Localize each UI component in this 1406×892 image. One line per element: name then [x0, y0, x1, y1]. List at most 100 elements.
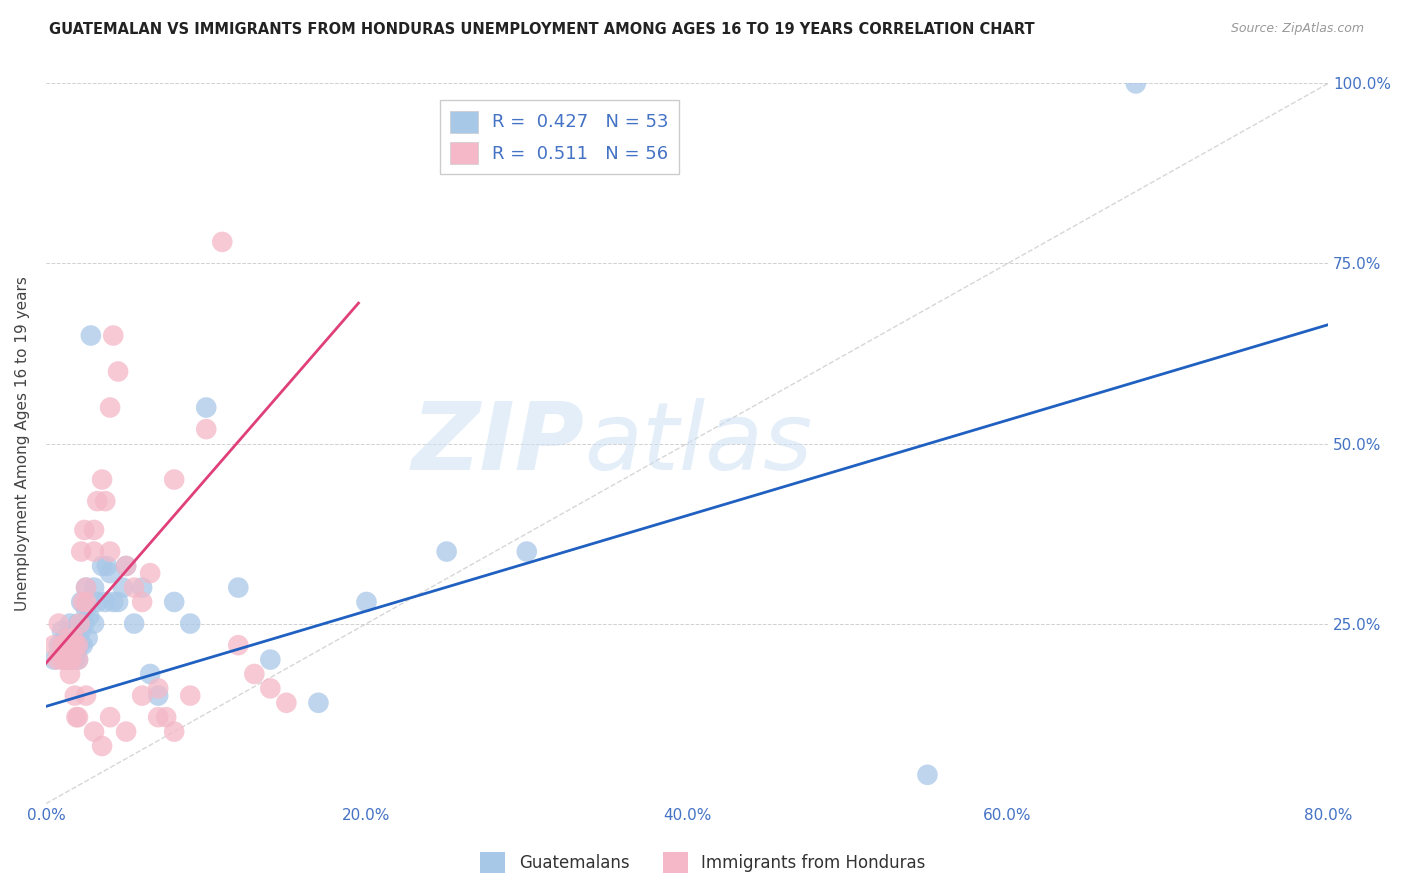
Point — [94, 595, 117, 609]
Point — [77, 609, 100, 624]
Point — [103, 328, 125, 343]
Point — [146, 689, 169, 703]
Point — [59, 652, 82, 666]
Point — [139, 566, 162, 581]
Point — [226, 638, 249, 652]
Point — [131, 581, 153, 595]
Point — [163, 724, 186, 739]
Point — [76, 631, 98, 645]
Point — [62, 638, 84, 652]
Point — [259, 681, 281, 696]
Legend: Guatemalans, Immigrants from Honduras: Guatemalans, Immigrants from Honduras — [474, 846, 932, 880]
Point — [98, 544, 121, 558]
Point — [163, 473, 186, 487]
Point — [51, 652, 73, 666]
Point — [91, 473, 114, 487]
Point — [83, 581, 105, 595]
Point — [56, 638, 79, 652]
Point — [163, 595, 186, 609]
Text: Source: ZipAtlas.com: Source: ZipAtlas.com — [1230, 22, 1364, 36]
Point — [436, 544, 458, 558]
Text: GUATEMALAN VS IMMIGRANTS FROM HONDURAS UNEMPLOYMENT AMONG AGES 16 TO 19 YEARS CO: GUATEMALAN VS IMMIGRANTS FROM HONDURAS U… — [49, 22, 1035, 37]
Text: ZIP: ZIP — [412, 398, 585, 490]
Point — [307, 696, 329, 710]
Point — [69, 638, 91, 652]
Point — [179, 689, 201, 703]
Point — [75, 581, 97, 595]
Point — [80, 328, 103, 343]
Point — [65, 710, 87, 724]
Y-axis label: Unemployment Among Ages 16 to 19 years: Unemployment Among Ages 16 to 19 years — [15, 277, 30, 611]
Point — [59, 667, 82, 681]
Point — [58, 631, 80, 645]
Point — [211, 235, 233, 249]
Point — [98, 710, 121, 724]
Point — [96, 558, 118, 573]
Point — [139, 667, 162, 681]
Point — [53, 652, 76, 666]
Point — [195, 422, 218, 436]
Point — [66, 631, 89, 645]
Point — [53, 652, 76, 666]
Point — [86, 595, 108, 609]
Point — [103, 595, 125, 609]
Point — [72, 595, 94, 609]
Point — [516, 544, 538, 558]
Point — [66, 638, 89, 652]
Point — [243, 667, 266, 681]
Point — [62, 631, 84, 645]
Point — [131, 689, 153, 703]
Point — [146, 681, 169, 696]
Point — [115, 558, 138, 573]
Point — [51, 638, 73, 652]
Point — [91, 558, 114, 573]
Point — [86, 494, 108, 508]
Point — [75, 602, 97, 616]
Point — [65, 645, 87, 659]
Point — [98, 401, 121, 415]
Point — [259, 652, 281, 666]
Point — [70, 624, 93, 638]
Point — [66, 710, 89, 724]
Point — [75, 689, 97, 703]
Point — [122, 616, 145, 631]
Point — [63, 638, 86, 652]
Point — [60, 652, 83, 666]
Point — [91, 739, 114, 753]
Point — [111, 581, 134, 595]
Point — [75, 581, 97, 595]
Point — [94, 494, 117, 508]
Point — [70, 595, 93, 609]
Point — [98, 566, 121, 581]
Point — [73, 523, 96, 537]
Point — [75, 595, 97, 609]
Point — [56, 638, 79, 652]
Point — [53, 631, 76, 645]
Point — [131, 595, 153, 609]
Point — [63, 689, 86, 703]
Point — [195, 401, 218, 415]
Point — [276, 696, 298, 710]
Point — [73, 616, 96, 631]
Point — [107, 364, 129, 378]
Point — [59, 616, 82, 631]
Point — [66, 652, 89, 666]
Point — [356, 595, 378, 609]
Point — [146, 710, 169, 724]
Point — [66, 616, 89, 631]
Point — [48, 616, 70, 631]
Text: atlas: atlas — [585, 398, 813, 489]
Point — [69, 616, 91, 631]
Point — [63, 624, 86, 638]
Point — [155, 710, 177, 724]
Point — [70, 544, 93, 558]
Point — [115, 724, 138, 739]
Point — [83, 523, 105, 537]
Point — [59, 645, 82, 659]
Point — [66, 652, 89, 666]
Point — [83, 724, 105, 739]
Point — [83, 616, 105, 631]
Point — [917, 768, 939, 782]
Point — [56, 652, 79, 666]
Point — [48, 638, 70, 652]
